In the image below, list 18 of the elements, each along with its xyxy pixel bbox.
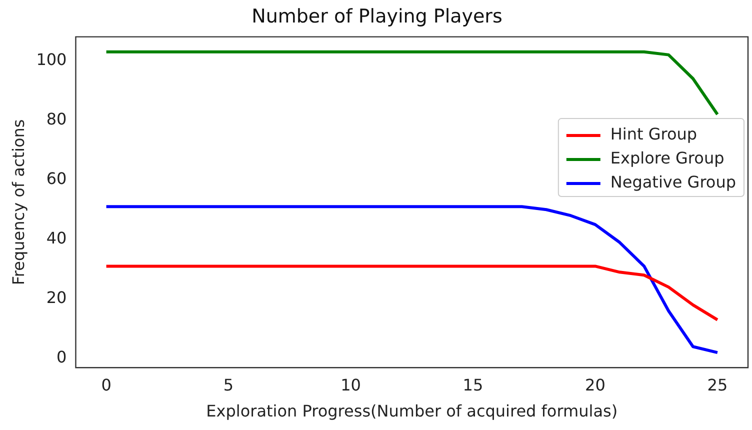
x-tick-label: 5	[223, 375, 234, 394]
x-tick-label: 15	[462, 375, 484, 394]
legend-label: Explore Group	[610, 148, 724, 168]
legend-label: Hint Group	[610, 124, 698, 144]
y-tick-label: 0	[56, 348, 67, 367]
x-tick-label: 25	[707, 375, 728, 394]
y-tick-label: 20	[46, 288, 67, 308]
x-axis-title: Exploration Progress(Number of acquired formulas)	[206, 402, 618, 421]
x-tick-label: 10	[340, 375, 361, 394]
chart-title: Number of Playing Players	[252, 5, 502, 28]
y-tick-label: 80	[46, 109, 67, 128]
y-axis-title: Frequency of actions	[8, 119, 28, 286]
x-tick-label: 20	[585, 375, 606, 394]
x-tick-label: 0	[101, 375, 112, 394]
y-tick-label: 40	[46, 228, 67, 248]
y-tick-label: 60	[46, 169, 67, 188]
legend-label: Negative Group	[610, 172, 736, 192]
y-tick-label: 100	[36, 50, 67, 69]
